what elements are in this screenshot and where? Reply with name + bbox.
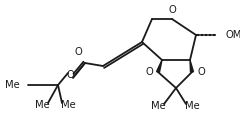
Text: Me: Me [61,100,75,110]
Text: O: O [66,70,74,80]
Polygon shape [156,60,162,72]
Text: O: O [168,5,176,15]
Text: Me: Me [35,100,49,110]
Text: O: O [197,67,205,77]
Text: Me: Me [185,101,199,111]
Text: Me: Me [151,101,165,111]
Text: O: O [145,67,153,77]
Text: O: O [74,47,82,57]
Text: OMe: OMe [225,30,240,40]
Polygon shape [190,60,193,72]
Text: Me: Me [5,80,20,90]
